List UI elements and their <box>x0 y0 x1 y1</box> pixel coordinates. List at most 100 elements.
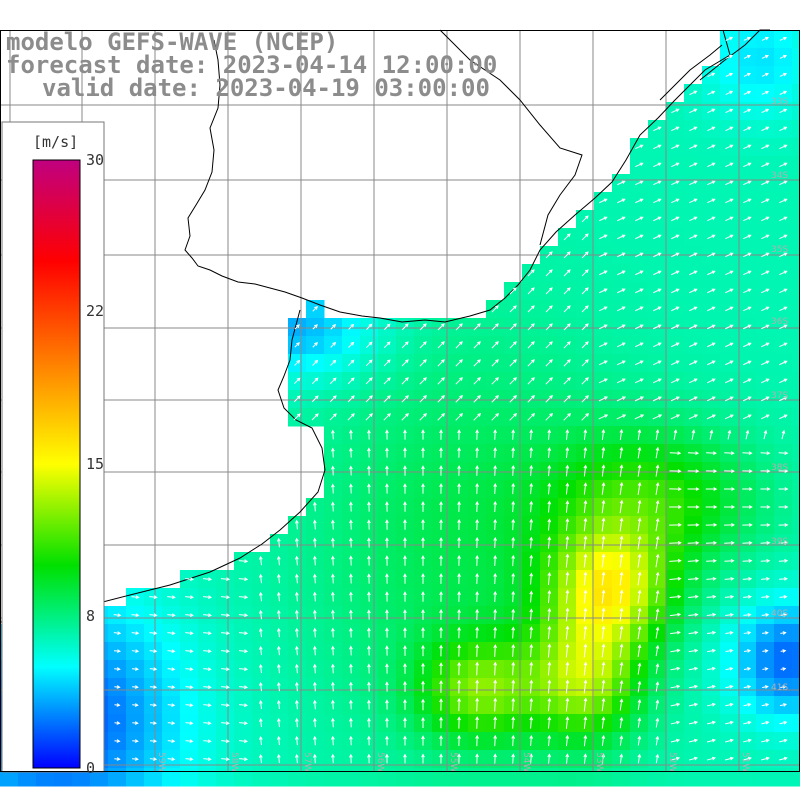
wind-arrow <box>385 699 389 710</box>
latitude-label: 35S <box>771 245 788 255</box>
wind-arrow <box>367 663 371 674</box>
wind-arrow <box>293 377 301 385</box>
wind-arrow <box>203 685 212 689</box>
wind-arrow <box>617 234 626 240</box>
wind-arrow <box>583 446 588 459</box>
wind-arrow <box>565 625 570 640</box>
wind-arrow <box>743 738 752 743</box>
wind-arrow <box>725 252 734 258</box>
wind-arrow <box>779 378 788 384</box>
wind-arrow <box>778 559 789 563</box>
wind-arrow <box>779 54 788 59</box>
wind-arrow <box>761 54 769 59</box>
wind-arrow <box>149 685 158 689</box>
wind-arrow <box>258 663 263 674</box>
wind-arrow <box>687 505 700 509</box>
wind-arrow <box>637 464 642 477</box>
wind-arrow <box>742 505 753 509</box>
wind-arrow <box>688 396 698 402</box>
wind-cell <box>792 390 800 409</box>
coastline <box>0 29 770 623</box>
wind-arrow <box>547 716 552 729</box>
wind-arrow <box>258 573 263 584</box>
wind-arrow <box>761 342 770 348</box>
wind-arrow <box>529 447 534 458</box>
wind-arrow <box>688 702 699 707</box>
wind-arrow <box>670 378 680 384</box>
wind-arrow <box>383 413 391 421</box>
wind-arrow <box>780 667 787 671</box>
wind-arrow <box>331 537 335 548</box>
wind-arrow <box>563 359 571 367</box>
wind-arrow <box>637 535 642 550</box>
wind-arrow <box>619 625 624 640</box>
wind-arrow <box>601 571 606 586</box>
wind-arrow <box>403 465 407 476</box>
wind-arrow <box>779 234 788 240</box>
wind-cell <box>360 768 379 787</box>
wind-arrow <box>312 501 317 512</box>
wind-arrow <box>669 487 682 491</box>
wind-arrow <box>725 324 734 330</box>
wind-arrow <box>547 482 552 495</box>
wind-arrow <box>511 572 516 585</box>
wind-arrow <box>294 573 299 584</box>
wind-arrow <box>761 396 770 402</box>
wind-arrow <box>581 359 589 367</box>
wind-arrow <box>509 305 517 313</box>
wind-arrow <box>581 323 589 331</box>
wind-arrow <box>203 631 212 636</box>
wind-arrow <box>707 360 716 366</box>
wind-arrow <box>617 180 626 186</box>
wind-cell <box>486 768 505 787</box>
wind-arrow <box>724 451 735 455</box>
wind-cell <box>432 768 451 787</box>
wind-arrow <box>653 126 662 132</box>
wind-arrow <box>619 499 624 514</box>
wind-arrow <box>349 501 353 512</box>
wind-arrow <box>760 451 771 455</box>
wind-arrow <box>238 649 249 654</box>
wind-cell <box>792 408 800 427</box>
wind-arrow <box>724 738 734 743</box>
wind-arrow <box>331 447 335 458</box>
wind-arrow <box>583 553 588 568</box>
wind-arrow <box>457 661 461 676</box>
wind-arrow <box>778 541 789 545</box>
wind-arrow <box>312 573 317 584</box>
wind-arrow <box>258 609 263 620</box>
wind-arrow <box>761 378 770 384</box>
wind-arrow <box>778 451 789 455</box>
wind-arrow <box>705 505 718 509</box>
wind-arrow <box>652 342 662 348</box>
wind-arrow <box>563 323 571 331</box>
wind-arrow <box>671 126 680 132</box>
wind-arrow <box>743 180 752 186</box>
wind-arrow <box>367 609 371 620</box>
wind-arrow <box>437 412 446 421</box>
wind-arrow <box>563 341 571 349</box>
wind-arrow <box>689 234 698 240</box>
wind-arrow <box>547 734 552 747</box>
wind-arrow <box>619 698 624 711</box>
wind-arrow <box>725 648 734 653</box>
wind-arrow <box>349 699 353 710</box>
wind-cell <box>558 768 577 787</box>
wind-arrow <box>688 720 699 725</box>
wind-arrow <box>547 446 552 459</box>
wind-arrow <box>563 305 571 313</box>
wind-arrow <box>779 756 788 761</box>
wind-cell <box>792 66 800 85</box>
wind-arrow <box>132 703 139 707</box>
wind-arrow <box>761 360 770 366</box>
wind-arrow <box>778 487 789 491</box>
wind-arrow <box>258 717 263 728</box>
wind-arrow <box>312 306 318 312</box>
wind-arrow <box>419 341 427 349</box>
wind-arrow <box>761 72 769 77</box>
wind-arrow <box>367 519 371 530</box>
wind-cell <box>18 768 37 787</box>
wind-arrow <box>493 465 498 476</box>
wind-arrow <box>439 644 443 657</box>
wind-cell <box>792 462 800 481</box>
